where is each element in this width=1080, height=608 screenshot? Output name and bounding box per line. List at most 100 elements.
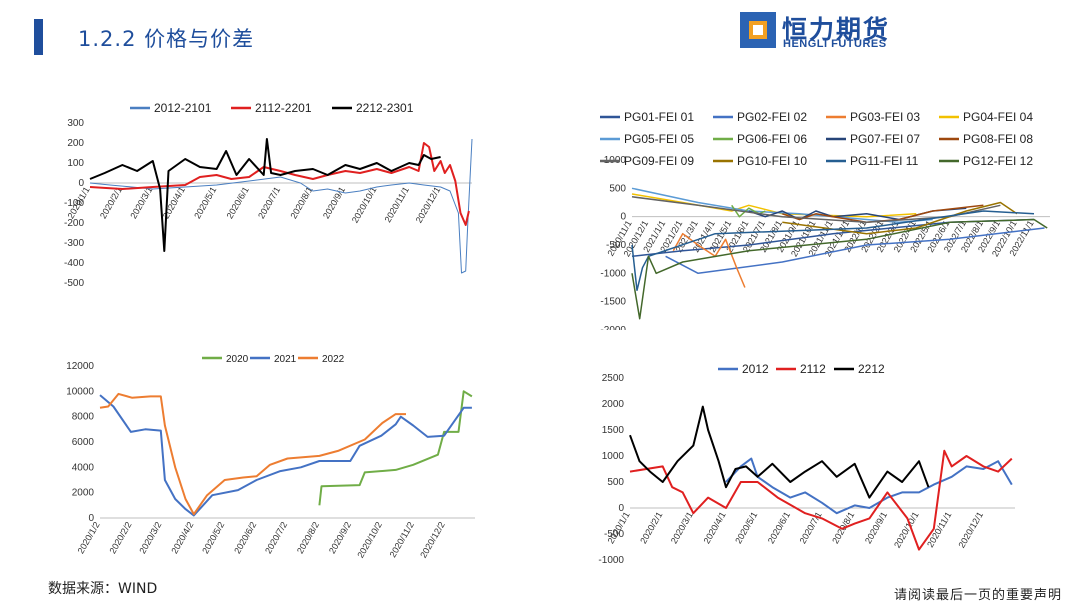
x-tick-label: 2020/8/1	[288, 185, 314, 220]
legend-label: PG11-FEI 11	[850, 154, 919, 168]
y-tick-label: 500	[607, 477, 624, 488]
x-tick-label: 2020/12/1	[956, 510, 985, 550]
series-line-2212-2301	[89, 138, 441, 252]
header-accent-bar	[34, 19, 43, 55]
c2-svg: 10005000-500-1000-1500-20002020/11/12020…	[600, 110, 1050, 330]
x-tick-label: 2020/8/2	[295, 520, 321, 555]
y-tick-label: 300	[67, 118, 84, 129]
company-logo: 恒力期货 HENGLI FUTURES	[740, 12, 910, 52]
series-line-2212	[629, 405, 930, 499]
y-tick-label: -100	[64, 198, 84, 209]
y-tick-label: -1000	[600, 268, 626, 279]
y-tick-label: 0	[620, 212, 626, 223]
x-tick-label: 2020/10/2	[355, 520, 384, 560]
y-tick-label: -2000	[600, 325, 626, 330]
y-tick-label: 0	[88, 513, 94, 524]
x-tick-label: 2020/9/2	[327, 520, 353, 555]
y-tick-label: -1000	[598, 555, 624, 566]
y-tick-label: -500	[64, 278, 84, 289]
x-tick-label: 2020/2/1	[98, 185, 124, 220]
x-tick-label: 2020/6/1	[225, 185, 251, 220]
legend-label: PG07-FEI 07	[850, 132, 920, 146]
page-title: 1.2.2 价格与价差	[78, 27, 255, 51]
series-line-2112	[629, 449, 1013, 551]
y-tick-label: 0	[78, 178, 84, 189]
legend-label: PG10-FEI 10	[737, 154, 807, 168]
chart-price-2020-2022: 12000 10000 8000 6000 4000 2000 0 2020/1/2 2020/…	[50, 348, 480, 573]
x-tick-label: 2020/7/1	[256, 185, 282, 220]
y-tick-label: -400	[64, 258, 84, 269]
y-tick-label: 200	[67, 138, 84, 149]
disclaimer-note: 请阅读最后一页的重要声明	[893, 588, 1062, 603]
series-line-2020	[318, 390, 473, 506]
y-tick-label: 2000	[72, 488, 95, 499]
y-tick-label: -500	[604, 529, 624, 540]
series-line-2012-2101	[89, 138, 473, 274]
chart-spread-2012-2112-2212: 2500 2000 1500 1000 500 0 -500 -1000 2020/1/1 202…	[590, 358, 1040, 570]
y-tick-label: -300	[64, 238, 84, 249]
y-tick-label: 8000	[72, 412, 95, 423]
series-line-2021	[99, 394, 472, 517]
y-tick-label: 1500	[602, 425, 625, 436]
legend-label: PG08-FEI 08	[963, 132, 1033, 146]
x-tick-label: 2020/1/1	[606, 510, 632, 545]
logo-mark-icon	[740, 12, 776, 48]
legend-label: PG04-FEI 04	[963, 110, 1033, 124]
x-tick-label: 2020/4/1	[702, 510, 728, 545]
x-tick-label: 2020/9/1	[863, 510, 889, 545]
x-tick-label: 2020/12/1	[414, 185, 443, 225]
x-tick-label: 2020/6/2	[232, 520, 258, 555]
x-tick-label: 2020/11/1	[925, 510, 953, 549]
y-tick-label: 1000	[602, 451, 625, 462]
y-tick-label: 100	[67, 158, 84, 169]
x-tick-label: 2020/6/1	[766, 510, 792, 545]
series-line-2112-2201	[89, 142, 470, 226]
legend-label: 2012	[742, 362, 769, 376]
legend-label: PG03-FEI 03	[850, 110, 920, 124]
data-source: 数据来源：WIND	[48, 581, 158, 597]
legend-label: PG02-FEI 02	[737, 110, 807, 124]
series-line-pg12-fei-12	[631, 218, 1048, 320]
series-line-2012	[725, 457, 1013, 515]
legend-label: PG05-FEI 05	[624, 132, 694, 146]
y-tick-label: 2500	[602, 373, 625, 384]
legend-label: 2022	[322, 354, 345, 365]
series-line-pg06-fei-06	[731, 204, 766, 218]
y-tick-label: 500	[609, 183, 626, 194]
series-line-2022	[99, 392, 406, 516]
x-tick-label: 2020/3/2	[137, 520, 163, 555]
y-tick-label: 10000	[66, 386, 94, 397]
y-tick-label: -1500	[600, 297, 626, 308]
legend-label: 2112-2201	[255, 101, 312, 115]
x-tick-label: 2020/3/1	[669, 510, 695, 545]
legend-label: PG09-FEI 09	[624, 154, 694, 168]
c4-svg: 2500 2000 1500 1000 500 0 -500 -1000 2020/1/1 202…	[598, 362, 1015, 566]
legend-label: 2212-2301	[356, 101, 414, 115]
x-tick-label: 2020/5/2	[200, 520, 226, 555]
chart-pg-fei-spreads: 10005000-500-1000-1500-20002020/11/12020…	[590, 102, 1060, 330]
y-tick-label: 0	[618, 503, 624, 514]
legend-label: 2212	[858, 362, 885, 376]
legend-label: 2012-2101	[154, 101, 212, 115]
x-tick-label: 2020/4/1	[161, 185, 187, 220]
x-tick-label: 2020/5/1	[733, 510, 759, 545]
x-tick-label: 2020/11/2	[388, 520, 416, 559]
series-line-pg04-fei-04	[631, 193, 917, 218]
x-tick-label: 2020/11/1	[383, 185, 411, 224]
x-tick-label: 2020/1/2	[76, 520, 102, 555]
y-tick-label: 12000	[66, 361, 94, 372]
series-line-pg08-fei-08	[782, 204, 984, 224]
x-tick-label: 2020/10/1	[350, 185, 379, 225]
legend-label: 2021	[274, 354, 297, 365]
logo-text-en: HENGLI FUTURES	[783, 38, 887, 50]
x-tick-label: 2020/3/1	[128, 185, 154, 220]
y-tick-label: 2000	[602, 399, 625, 410]
y-tick-label: -500	[606, 240, 626, 251]
series-line-pg10-fei-10	[782, 201, 1018, 235]
x-tick-label: 2020/5/1	[192, 185, 218, 220]
x-tick-label: 2020/7/2	[263, 520, 289, 555]
chart-spread-2012-2212: 300 200 100 0 -100 -200 -300 -400 -500 2020/1/1 20…	[50, 98, 480, 323]
logo-text-cn: 恒力期货	[782, 15, 891, 44]
